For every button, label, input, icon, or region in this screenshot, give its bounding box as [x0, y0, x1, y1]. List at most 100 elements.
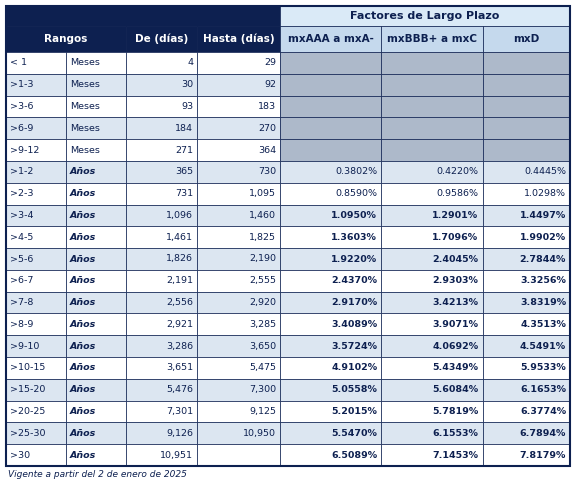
Text: Meses: Meses	[70, 80, 100, 89]
Bar	[280, 161, 381, 183]
Text: 3.4089%: 3.4089%	[331, 320, 377, 329]
Text: 365: 365	[175, 167, 193, 176]
Bar	[126, 227, 197, 248]
Bar	[280, 95, 381, 117]
Bar	[126, 357, 197, 379]
Bar	[280, 183, 381, 205]
Text: mxAAA a mxA-: mxAAA a mxA-	[287, 34, 373, 44]
Bar	[126, 52, 197, 74]
Text: Meses: Meses	[70, 146, 100, 154]
Text: 9,125: 9,125	[249, 407, 276, 416]
Text: >9-12: >9-12	[10, 146, 39, 154]
Text: 4: 4	[187, 59, 193, 67]
Bar	[381, 423, 483, 444]
Bar	[197, 423, 280, 444]
Text: 0.4220%: 0.4220%	[437, 167, 479, 176]
Bar	[280, 248, 381, 270]
Bar	[197, 357, 280, 379]
Bar	[66, 335, 126, 357]
Bar	[483, 401, 570, 423]
Bar	[381, 248, 483, 270]
Text: 93: 93	[181, 102, 193, 111]
Text: Años: Años	[70, 407, 96, 416]
Text: 0.4445%: 0.4445%	[524, 167, 566, 176]
Bar	[197, 379, 280, 401]
Bar	[197, 314, 280, 335]
Text: Años: Años	[70, 385, 96, 394]
Text: >25-30: >25-30	[10, 429, 46, 438]
Text: Años: Años	[70, 233, 96, 242]
Bar	[280, 52, 381, 74]
Bar	[381, 270, 483, 292]
Bar	[6, 444, 66, 466]
Text: 2.4045%: 2.4045%	[433, 255, 479, 263]
Text: 92: 92	[264, 80, 276, 89]
Text: >4-5: >4-5	[10, 233, 33, 242]
Bar	[6, 423, 66, 444]
Text: 2.4370%: 2.4370%	[331, 276, 377, 285]
Text: 0.8590%: 0.8590%	[335, 189, 377, 198]
Text: < 1: < 1	[10, 59, 27, 67]
Bar	[66, 95, 126, 117]
Text: 1.0950%: 1.0950%	[331, 211, 377, 220]
Text: Años: Años	[70, 320, 96, 329]
Bar	[197, 161, 280, 183]
Bar	[126, 183, 197, 205]
Bar	[126, 248, 197, 270]
Text: 2,556: 2,556	[166, 298, 193, 307]
Text: 3.9071%: 3.9071%	[433, 320, 479, 329]
Text: >3-6: >3-6	[10, 102, 33, 111]
Text: 2,190: 2,190	[249, 255, 276, 263]
Bar	[6, 292, 66, 314]
Text: 5.9533%: 5.9533%	[520, 363, 566, 373]
Bar	[280, 292, 381, 314]
Bar	[381, 26, 483, 52]
Text: 29: 29	[264, 59, 276, 67]
Text: 1.0298%: 1.0298%	[524, 189, 566, 198]
Bar	[6, 117, 66, 139]
Text: 10,951: 10,951	[160, 451, 193, 460]
Bar	[280, 270, 381, 292]
Bar	[6, 139, 66, 161]
Text: 4.9102%: 4.9102%	[331, 363, 377, 373]
Bar	[66, 423, 126, 444]
Bar	[381, 314, 483, 335]
Text: Meses: Meses	[70, 59, 100, 67]
Text: mxD: mxD	[513, 34, 539, 44]
Text: 4.5491%: 4.5491%	[520, 342, 566, 350]
Bar	[280, 423, 381, 444]
Text: 7.8179%: 7.8179%	[520, 451, 566, 460]
Text: Años: Años	[70, 429, 96, 438]
Bar	[483, 183, 570, 205]
Text: 1.3603%: 1.3603%	[331, 233, 377, 242]
Bar	[381, 52, 483, 74]
Bar	[197, 248, 280, 270]
Bar	[381, 161, 483, 183]
Bar	[381, 74, 483, 95]
Text: 2,920: 2,920	[249, 298, 276, 307]
Bar	[483, 248, 570, 270]
Bar	[381, 292, 483, 314]
Text: 1.4497%: 1.4497%	[520, 211, 566, 220]
Bar	[66, 74, 126, 95]
Text: 2.9170%: 2.9170%	[331, 298, 377, 307]
Bar	[483, 335, 570, 357]
Text: 731: 731	[175, 189, 193, 198]
Text: 9,126: 9,126	[166, 429, 193, 438]
Text: 184: 184	[175, 124, 193, 133]
Text: 3.4213%: 3.4213%	[433, 298, 479, 307]
Text: 30: 30	[181, 80, 193, 89]
Text: 5.4349%: 5.4349%	[433, 363, 479, 373]
Text: 1.9220%: 1.9220%	[331, 255, 377, 263]
Text: >10-15: >10-15	[10, 363, 46, 373]
Bar	[6, 357, 66, 379]
Bar	[381, 183, 483, 205]
Bar	[6, 205, 66, 227]
Bar	[66, 314, 126, 335]
Text: Meses: Meses	[70, 102, 100, 111]
Bar	[197, 52, 280, 74]
Bar	[280, 357, 381, 379]
Text: Años: Años	[70, 363, 96, 373]
Bar	[381, 95, 483, 117]
Bar	[6, 270, 66, 292]
